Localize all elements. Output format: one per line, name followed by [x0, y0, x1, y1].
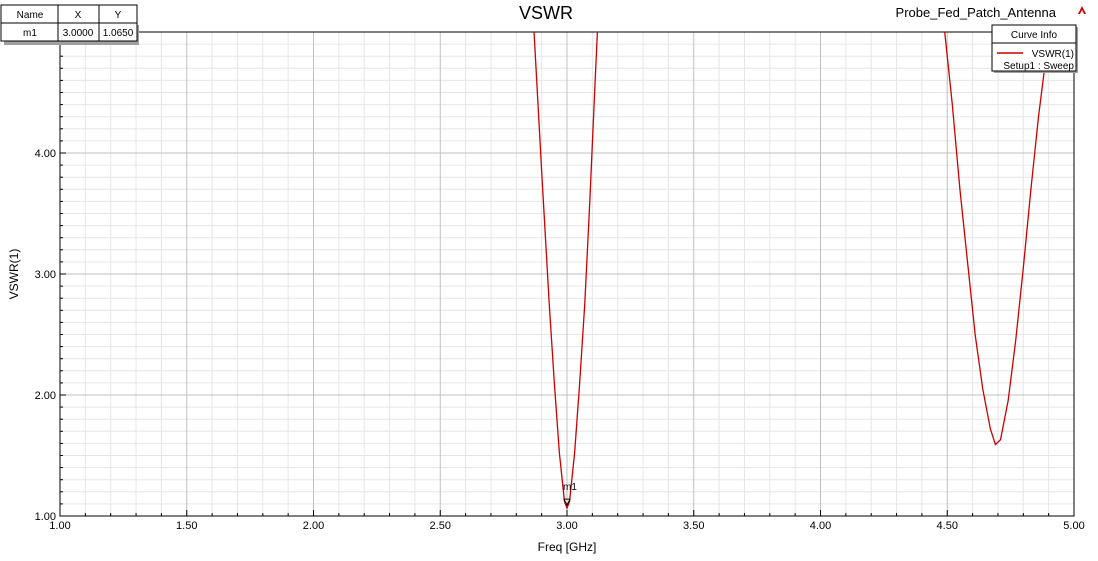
chart-title: VSWR — [519, 3, 573, 23]
marker-row-y: 1.0650 — [103, 28, 134, 39]
x-tick-label: 4.00 — [810, 520, 831, 532]
project-name: Probe_Fed_Patch_Antenna — [896, 5, 1057, 20]
x-tick-label: 1.00 — [49, 520, 70, 532]
x-tick-label: 3.00 — [556, 520, 577, 532]
markers: m1 — [563, 482, 577, 507]
x-tick-label: 2.00 — [303, 520, 324, 532]
marker-header-y: Y — [115, 10, 122, 21]
y-tick-label: 4.00 — [35, 148, 56, 160]
y-axis-ticks: 1.00 2.00 3.00 4.00 — [35, 43, 66, 523]
major-grid — [60, 32, 1074, 516]
legend-header: Curve Info — [1011, 30, 1058, 41]
marker-row-name: m1 — [23, 28, 37, 39]
x-tick-label: 1.50 — [176, 520, 197, 532]
legend-entry-sub: Setup1 : Sweep — [1003, 61, 1074, 72]
y-tick-label: 2.00 — [35, 390, 56, 402]
x-tick-label: 5.00 — [1063, 520, 1084, 532]
vswr-curve-segment — [533, 32, 599, 510]
x-tick-label: 4.50 — [937, 520, 958, 532]
marker-table[interactable]: Name X Y m1 3.0000 1.0650 — [0, 4, 139, 45]
vswr-curve-segment — [944, 32, 1055, 446]
legend-frame — [991, 24, 1077, 72]
x-axis-ticks: 1.00 1.50 2.00 2.50 3.00 3.50 4.00 4.50 5.00 — [49, 510, 1085, 532]
y-axis-label: VSWR(1) — [7, 249, 21, 300]
marker-header-x: X — [75, 10, 82, 21]
x-axis-label: Freq [GHz] — [538, 540, 597, 554]
legend-entry-name: VSWR(1) — [1032, 49, 1074, 60]
x-tick-label: 2.50 — [430, 520, 451, 532]
marker-header-name: Name — [17, 10, 44, 21]
curves — [533, 32, 1055, 510]
y-tick-label: 1.00 — [35, 511, 56, 523]
marker-row-x: 3.0000 — [63, 28, 94, 39]
legend[interactable]: Curve Info VSWR(1) Setup1 : Sweep — [991, 24, 1078, 73]
x-tick-label: 3.50 — [683, 520, 704, 532]
y-tick-label: 3.00 — [35, 269, 56, 281]
ansys-logo-icon — [1078, 6, 1086, 14]
marker-label: m1 — [563, 482, 577, 493]
marker-triangle[interactable] — [563, 498, 571, 507]
